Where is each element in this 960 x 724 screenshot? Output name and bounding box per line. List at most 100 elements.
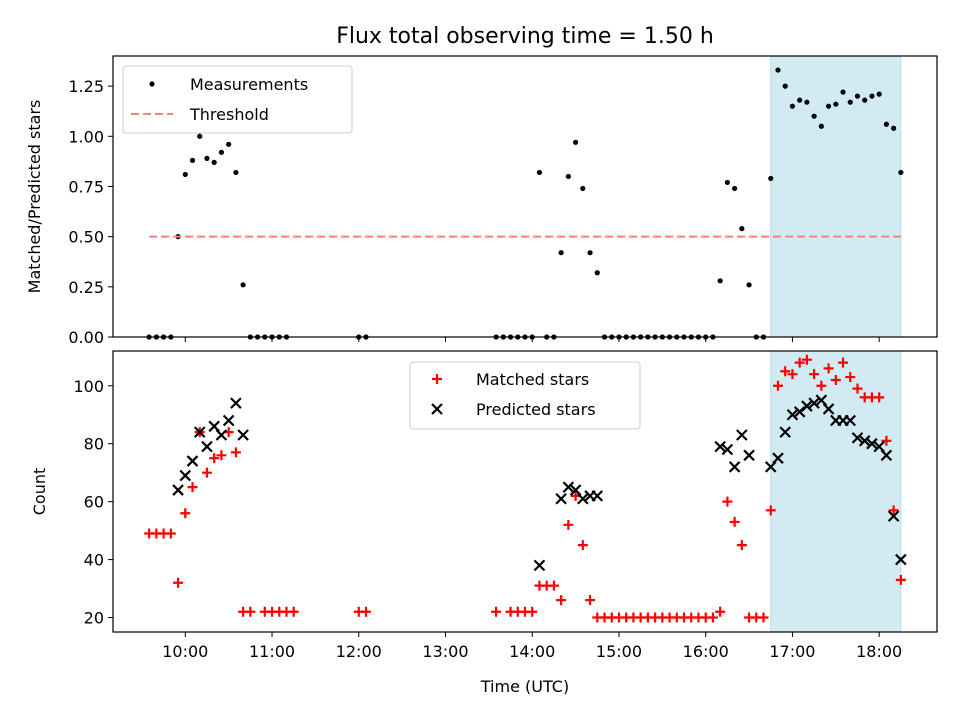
y-tick-label: 60 <box>84 493 104 512</box>
legend-dot-icon <box>149 81 155 87</box>
measurement-point <box>587 250 593 256</box>
measurement-point <box>565 173 571 180</box>
matched-point <box>563 519 574 530</box>
measurement-point <box>724 179 730 186</box>
y-axis-label: Count <box>30 468 49 516</box>
measurement-point <box>804 99 810 105</box>
measurement-point <box>580 185 586 192</box>
x-tick-label: 13:00 <box>422 642 468 661</box>
shaded-region <box>770 350 902 633</box>
measurement-point <box>211 159 217 165</box>
matched-point <box>360 606 371 617</box>
y-tick-label: 1.00 <box>68 127 104 146</box>
matched-point <box>809 369 820 380</box>
y-tick-label: 0.50 <box>68 228 104 247</box>
measurement-point <box>717 278 723 284</box>
measurement-point <box>558 250 564 256</box>
measurement-point <box>854 93 861 99</box>
matched-point <box>527 606 538 617</box>
measurement-point <box>233 169 239 176</box>
matched-point <box>823 363 834 374</box>
measurement-point <box>898 169 904 176</box>
matched-point <box>216 450 227 461</box>
x-tick-label: 10:00 <box>162 642 208 661</box>
measurement-point <box>775 67 781 73</box>
matched-point <box>245 606 256 617</box>
series-predicted-stars <box>172 394 907 572</box>
legend: Measurements Threshold <box>122 65 353 134</box>
shaded-region <box>770 55 902 338</box>
matched-point <box>758 612 769 623</box>
y-tick-label: 20 <box>84 609 104 628</box>
series-matched-stars <box>144 354 906 623</box>
matched-point <box>491 606 502 617</box>
y-tick-label: 0.25 <box>68 278 104 297</box>
measurement-point <box>218 149 225 155</box>
x-tick-label: 16:00 <box>683 642 729 661</box>
predicted-point <box>772 452 784 464</box>
legend-label: Threshold <box>189 105 269 124</box>
predicted-point <box>743 449 755 462</box>
matched-point <box>722 496 733 507</box>
matched-point <box>173 577 184 588</box>
legend-plus-icon <box>432 374 442 384</box>
predicted-point <box>786 408 799 421</box>
matched-point <box>874 392 885 403</box>
matched-point <box>729 516 740 527</box>
predicted-point <box>851 432 864 444</box>
matched-point <box>881 435 892 446</box>
predicted-point <box>215 429 228 441</box>
measurement-point <box>789 103 796 109</box>
axes-frame <box>112 350 938 633</box>
matched-point <box>816 380 827 391</box>
ratio-panel: 0.00 0.25 0.50 0.75 1.00 1.25 Matched/Predicte… <box>25 55 938 347</box>
predicted-point <box>822 403 835 415</box>
predicted-point <box>801 400 813 412</box>
predicted-point <box>858 435 871 447</box>
x-tick-label: 18:00 <box>856 642 902 661</box>
predicted-point <box>728 461 741 473</box>
measurement-point <box>847 99 853 105</box>
measurement-point <box>862 97 868 103</box>
predicted-point <box>555 492 567 505</box>
legend-label: Matched stars <box>476 370 589 389</box>
x-axis-label: Time (UTC) <box>480 677 569 696</box>
predicted-point <box>577 492 589 505</box>
predicted-point <box>714 440 726 453</box>
predicted-point <box>844 414 857 427</box>
predicted-point <box>866 437 878 450</box>
measurement-point <box>782 83 788 89</box>
predicted-point <box>808 397 820 409</box>
predicted-point <box>230 397 242 409</box>
predicted-point <box>591 490 604 502</box>
measurement-point <box>572 139 579 145</box>
measurement-point <box>869 93 875 99</box>
measurement-point <box>883 121 890 127</box>
predicted-point <box>895 553 907 566</box>
y-tick-label: 40 <box>84 551 104 570</box>
matched-point <box>585 595 596 606</box>
predicted-point <box>237 429 249 441</box>
measurement-point <box>825 103 832 109</box>
matched-point <box>230 447 241 458</box>
measurement-point <box>746 282 752 288</box>
matched-point <box>780 366 791 377</box>
predicted-point <box>721 443 734 456</box>
count-panel: 20 40 60 80 100 10:00 11:00 12:00 13:00 14:00 15:0… <box>30 350 938 696</box>
measurement-point <box>797 97 803 103</box>
matched-point <box>765 505 776 516</box>
y-axis-label: Matched/Predicted stars <box>25 100 44 294</box>
matched-point <box>165 528 176 539</box>
matched-point <box>888 505 899 516</box>
measurement-point <box>833 101 839 107</box>
matched-point <box>556 595 567 606</box>
measurement-point <box>818 123 824 129</box>
x-tick-label: 12:00 <box>336 642 382 661</box>
matched-point <box>852 383 863 394</box>
measurement-point <box>891 125 897 131</box>
matched-point <box>895 574 906 585</box>
predicted-point <box>887 510 900 522</box>
x-tick-label: 17:00 <box>769 642 815 661</box>
matched-point <box>180 508 191 519</box>
